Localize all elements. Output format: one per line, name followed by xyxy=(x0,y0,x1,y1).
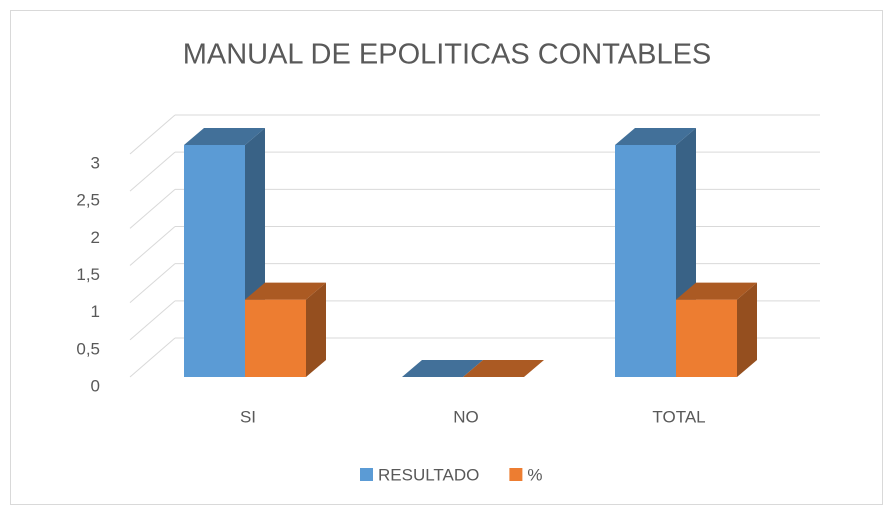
y-tick-label: 0,5 xyxy=(76,339,100,358)
y-tick-label: 2 xyxy=(91,228,100,247)
legend-swatch xyxy=(509,468,523,481)
y-tick-label: 3 xyxy=(91,153,100,172)
bar xyxy=(676,282,757,377)
x-tick-label: SI xyxy=(240,407,256,426)
bar-top xyxy=(615,128,696,145)
grid-line xyxy=(129,263,176,304)
bar xyxy=(184,128,265,377)
y-tick-label: 1 xyxy=(91,302,100,321)
y-tick-label: 1,5 xyxy=(76,265,100,284)
bar-top xyxy=(463,360,544,377)
grid-line xyxy=(129,151,176,192)
legend-label: RESULTADO xyxy=(378,465,479,484)
x-tick-label: TOTAL xyxy=(652,407,705,426)
grid-line xyxy=(129,300,176,341)
bar-top xyxy=(676,282,757,300)
grid-line xyxy=(129,337,176,378)
y-tick-label: 2,5 xyxy=(76,191,100,210)
bar-top xyxy=(402,360,483,377)
bar-front xyxy=(245,299,306,377)
bar-top xyxy=(184,128,265,145)
bar xyxy=(245,282,326,377)
bar-side xyxy=(306,282,326,377)
grid-line xyxy=(129,226,176,266)
legend-label: % xyxy=(527,465,542,484)
x-tick-label: NO xyxy=(453,407,479,426)
bar xyxy=(463,360,544,377)
y-tick-label: 0 xyxy=(91,376,100,395)
grid-line xyxy=(129,188,176,229)
chart-border xyxy=(10,10,883,505)
bar-front xyxy=(615,145,676,377)
bar-side xyxy=(737,282,757,377)
legend-swatch xyxy=(360,468,373,481)
bar-front xyxy=(184,145,245,377)
chart-title: MANUAL DE EPOLITICAS CONTABLES xyxy=(183,39,712,71)
bar xyxy=(402,360,483,377)
bar-top xyxy=(245,282,326,300)
grid-line xyxy=(129,114,176,155)
bar-front xyxy=(676,299,737,377)
